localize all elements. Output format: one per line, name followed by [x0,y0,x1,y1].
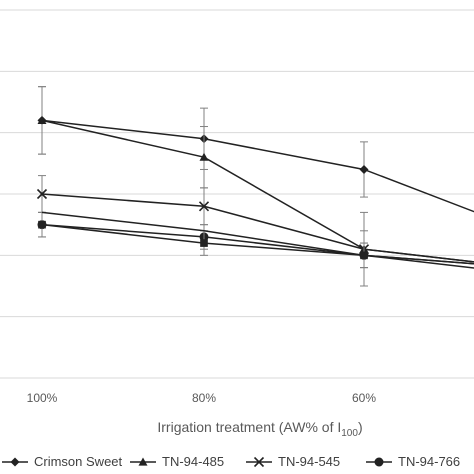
series-line [41,223,474,269]
series-3 [36,175,474,269]
legend-item: TN-94-485 [130,454,224,469]
x-marker [198,201,210,212]
series-line [41,193,474,263]
square-marker [200,239,208,247]
x-tick-label: 60% [352,391,376,405]
triangle-marker [138,457,148,466]
legend-label: TN-94-766 [398,454,460,469]
gridlines [0,9,474,379]
legend-item: Crimson Sweet [2,454,123,469]
x-marker-stroke [198,201,210,212]
triangle-marker [37,115,47,124]
x-tick-labels: 100%80%60%40% [27,391,377,405]
legend-label: TN-94-485 [162,454,224,469]
legend: Crimson Sweet TN-94-485 TN-94-545 TN-94-766 [2,454,460,469]
x-axis-title: Irrigation treatment (AW% of I100) [157,419,362,439]
diamond-marker [359,164,369,174]
diamond-marker [10,457,20,467]
series-1 [37,86,474,213]
series-line [41,211,474,265]
x-marker [253,456,265,468]
series-line [41,119,474,213]
square-marker [38,220,46,229]
triangle-marker [199,152,209,161]
circle-marker [374,457,384,467]
x-tick-label: 80% [192,391,216,405]
legend-item: TN-94-545 [246,454,340,469]
series-4 [37,211,474,269]
legend-label: TN-94-545 [278,454,340,469]
series-6 [41,211,474,265]
x-marker [36,188,48,200]
x-marker-stroke [36,188,48,200]
legend-item: TN-94-766 [366,454,460,469]
x-tick-label: 100% [27,391,58,405]
series-layer [36,86,474,287]
legend-label: Crimson Sweet [34,454,123,469]
series-5 [38,211,474,269]
x-marker-stroke [253,456,265,468]
